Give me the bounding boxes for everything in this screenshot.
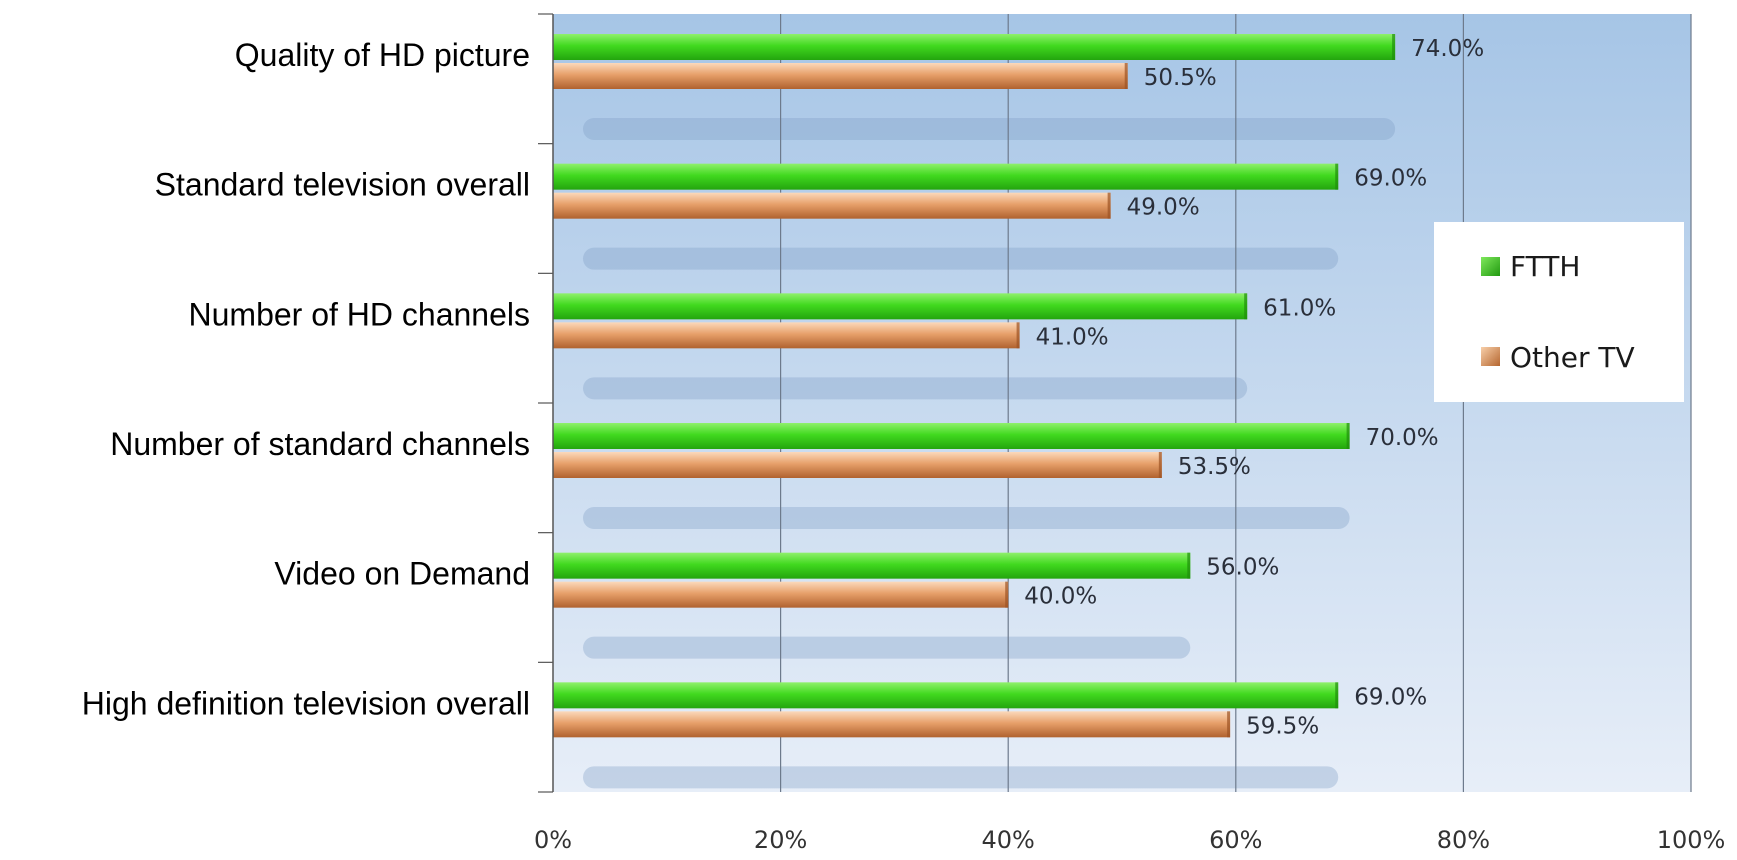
bar-end-cap — [1187, 552, 1191, 579]
bar-end-cap — [1107, 192, 1111, 219]
data-label-ftth: 69.0% — [1354, 166, 1427, 192]
bar-end-cap — [1392, 34, 1396, 60]
data-label-other-tv: 59.5% — [1246, 713, 1319, 739]
legend: FTTH Other TV — [1434, 222, 1684, 402]
bar-other-tv — [553, 711, 1231, 738]
data-label-other-tv: 40.0% — [1024, 584, 1097, 610]
category-label: Number of standard channels — [110, 426, 530, 462]
bar-end-cap — [1335, 682, 1339, 709]
bar-end-cap — [1158, 452, 1162, 478]
x-tick-label: 0% — [534, 826, 572, 854]
bar-ftth — [553, 34, 1396, 60]
bar-other-tv — [553, 452, 1162, 478]
plot-area — [553, 14, 1691, 792]
bar-ftth — [553, 163, 1339, 190]
bar-ftth — [553, 552, 1191, 579]
data-label-other-tv: 50.5% — [1144, 65, 1217, 91]
bar-end-cap — [1124, 63, 1128, 89]
bar-shadow — [583, 766, 1339, 789]
category-label: Quality of HD picture — [235, 37, 530, 73]
bar-ftth — [553, 423, 1350, 449]
data-label-ftth: 61.0% — [1263, 295, 1336, 321]
value-axis-ticks: 0% 20% 40% 60% 80% 100% — [534, 826, 1725, 854]
bar-shadows — [583, 118, 1396, 789]
bar-end-cap — [1227, 711, 1231, 738]
data-label-ftth: 56.0% — [1206, 555, 1279, 581]
legend-swatch-other-tv — [1481, 347, 1500, 366]
category-label: Video on Demand — [274, 556, 530, 592]
x-tick-label: 80% — [1437, 826, 1490, 854]
bar-shadow — [583, 118, 1396, 140]
category-label: High definition television overall — [82, 685, 530, 721]
bar-other-tv — [553, 192, 1111, 219]
data-label-ftth: 69.0% — [1354, 684, 1427, 710]
category-label: Number of HD channels — [189, 296, 530, 332]
bar-end-cap — [1346, 423, 1350, 449]
x-tick-label: 20% — [754, 826, 807, 854]
x-tick-label: 60% — [1209, 826, 1262, 854]
data-labels: 74.0% 50.5% 69.0% 49.0% 61.0% 41.0% 70.0% 53.5%… — [1024, 36, 1484, 739]
bar-end-cap — [1005, 581, 1009, 608]
bar-ftth — [553, 293, 1248, 320]
bar-shadow — [583, 377, 1248, 400]
bar-shadow — [583, 507, 1350, 529]
data-label-ftth: 70.0% — [1366, 425, 1439, 451]
legend-label-ftth: FTTH — [1510, 250, 1580, 283]
legend-box — [1434, 222, 1684, 402]
bar-other-tv — [553, 581, 1009, 608]
data-label-other-tv: 53.5% — [1178, 454, 1251, 480]
bar-shadow — [583, 636, 1191, 659]
bar-end-cap — [1335, 163, 1339, 190]
bar-end-cap — [1244, 293, 1248, 320]
bar-ftth — [553, 682, 1339, 709]
category-label: Standard television overall — [155, 167, 530, 203]
bars — [553, 34, 1396, 738]
bar-end-cap — [1016, 322, 1020, 349]
bar-other-tv — [553, 63, 1128, 89]
x-tick-label: 40% — [982, 826, 1035, 854]
category-axis: Quality of HD picture Standard television… — [82, 13, 554, 793]
data-label-other-tv: 41.0% — [1036, 324, 1109, 350]
x-tick-label: 100% — [1657, 826, 1726, 854]
legend-swatch-ftth — [1481, 257, 1500, 276]
data-label-other-tv: 49.0% — [1127, 195, 1200, 221]
bar-other-tv — [553, 322, 1020, 349]
gridlines — [779, 14, 1692, 792]
legend-label-other-tv: Other TV — [1510, 341, 1635, 374]
bar-shadow — [583, 247, 1339, 270]
data-label-ftth: 74.0% — [1411, 36, 1484, 62]
